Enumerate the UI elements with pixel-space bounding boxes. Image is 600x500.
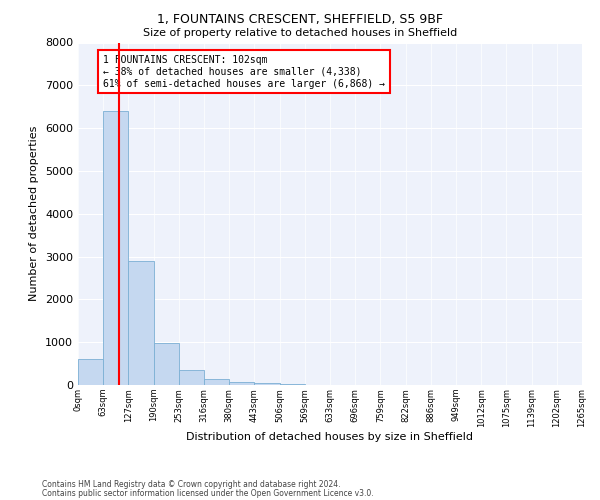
Y-axis label: Number of detached properties: Number of detached properties bbox=[29, 126, 40, 302]
Bar bbox=[254, 383, 280, 385]
Text: Size of property relative to detached houses in Sheffield: Size of property relative to detached ho… bbox=[143, 28, 457, 38]
Bar bbox=[128, 261, 154, 385]
Text: 1 FOUNTAINS CRESCENT: 102sqm
← 38% of detached houses are smaller (4,338)
61% of: 1 FOUNTAINS CRESCENT: 102sqm ← 38% of de… bbox=[103, 56, 385, 88]
Bar bbox=[229, 382, 254, 385]
Text: 1, FOUNTAINS CRESCENT, SHEFFIELD, S5 9BF: 1, FOUNTAINS CRESCENT, SHEFFIELD, S5 9BF bbox=[157, 12, 443, 26]
Bar bbox=[280, 384, 305, 385]
X-axis label: Distribution of detached houses by size in Sheffield: Distribution of detached houses by size … bbox=[187, 432, 473, 442]
Text: Contains public sector information licensed under the Open Government Licence v3: Contains public sector information licen… bbox=[42, 489, 374, 498]
Bar bbox=[78, 360, 103, 385]
Text: Contains HM Land Registry data © Crown copyright and database right 2024.: Contains HM Land Registry data © Crown c… bbox=[42, 480, 341, 489]
Bar bbox=[103, 111, 128, 385]
Bar bbox=[204, 378, 229, 385]
Bar bbox=[179, 370, 204, 385]
Bar bbox=[154, 344, 179, 385]
